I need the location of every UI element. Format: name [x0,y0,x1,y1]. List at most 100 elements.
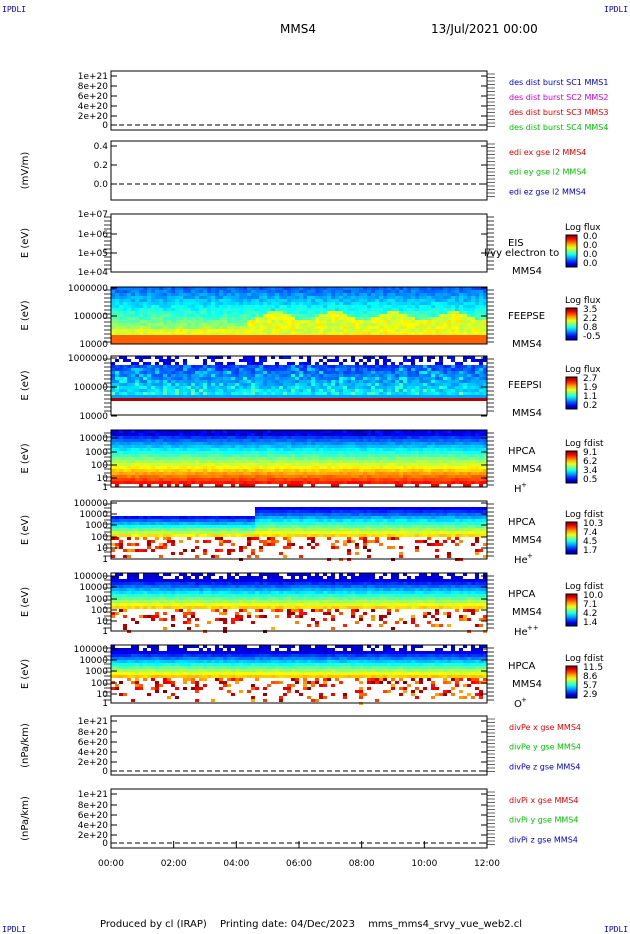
heatmap-cell [471,326,475,329]
heatmap-cell [211,335,215,338]
heatmap-cell [199,445,203,448]
heatmap-cell [287,454,291,457]
heatmap-cell [387,317,391,320]
heatmap-cell [315,433,319,436]
heatmap-cell [167,308,171,311]
heatmap-cell [355,395,359,398]
heatmap-cell [311,472,315,475]
heatmap-cell [303,296,307,299]
heatmap-cell [355,398,359,401]
heatmap-cell [471,371,475,374]
heatmap-cell [311,290,315,293]
heatmap-cell [139,377,143,380]
heatmap-cell [415,472,419,475]
heatmap-cell [383,314,387,317]
heatmap-cell [179,308,183,311]
heatmap-cell [339,314,343,317]
heatmap-cell [123,365,127,368]
heatmap-cell [163,448,167,451]
heatmap-cell [479,296,483,299]
heatmap-cell [235,430,239,433]
heatmap-cell [323,380,327,383]
heatmap-cell [263,481,267,484]
heatmap-cell [267,457,271,460]
heatmap-cell [151,386,155,389]
heatmap-cell [447,296,451,299]
heatmap-cell [207,287,211,290]
heatmap-cell [379,430,383,433]
heatmap-cell [215,436,219,439]
heatmap-cell [331,383,335,386]
heatmap-cell [219,368,223,371]
heatmap-cell [427,365,431,368]
heatmap-cell [347,302,351,305]
heatmap-cell [331,472,335,475]
heatmap-cell [143,317,147,320]
heatmap-cell [271,374,275,377]
heatmap-cell [319,389,323,392]
heatmap-cell [479,365,483,368]
heatmap-cell [387,478,391,481]
heatmap-cell [207,305,211,308]
heatmap-cell [243,332,247,335]
heatmap-cell [227,478,231,481]
heatmap-cell [395,436,399,439]
heatmap-cell [243,430,247,433]
heatmap-cell [143,299,147,302]
heatmap-cell [139,398,143,401]
heatmap-cell [283,451,287,454]
heatmap-cell [223,383,227,386]
heatmap-cell [339,389,343,392]
heatmap-cell [407,335,411,338]
heatmap-cell [351,475,355,478]
heatmap-cell [259,457,263,460]
heatmap-cell [383,296,387,299]
heatmap-cell [311,365,315,368]
heatmap-cell [479,466,483,469]
heatmap-cell [431,335,435,338]
heatmap-cell [139,445,143,448]
heatmap-cell [419,445,423,448]
heatmap-cell [379,374,383,377]
heatmap-cell [215,392,219,395]
heatmap-cell [395,323,399,326]
heatmap-cell [459,299,463,302]
heatmap-cell [363,371,367,374]
heatmap-cell [419,430,423,433]
heatmap-cell [379,469,383,472]
heatmap-cell [279,475,283,478]
heatmap-cell [395,448,399,451]
heatmap-cell [307,398,311,401]
heatmap-cell [299,374,303,377]
heatmap-cell [295,374,299,377]
heatmap-cell [183,383,187,386]
heatmap-cell [463,478,467,481]
heatmap-cell [263,290,267,293]
heatmap-cell [135,395,139,398]
heatmap-cell [467,380,471,383]
heatmap-cell [199,454,203,457]
heatmap-cell [351,359,355,362]
heatmap-cell [155,299,159,302]
heatmap-cell [167,320,171,323]
heatmap-cell [127,481,131,484]
heatmap-cell [139,365,143,368]
heatmap-cell [163,293,167,296]
heatmap-cell [227,341,231,344]
heatmap-cell [323,451,327,454]
heatmap-cell [231,475,235,478]
heatmap-cell [315,335,319,338]
heatmap-cell [339,430,343,433]
heatmap-cell [243,454,247,457]
heatmap-cell [303,472,307,475]
heatmap-cell [203,314,207,317]
heatmap-cell [475,338,479,341]
heatmap-cell [147,371,151,374]
heatmap-cell [339,463,343,466]
heatmap-cell [303,386,307,389]
heatmap-cell [119,341,123,344]
heatmap-cell [239,320,243,323]
heatmap-cell [459,475,463,478]
heatmap-cell [375,332,379,335]
heatmap-cell [387,451,391,454]
